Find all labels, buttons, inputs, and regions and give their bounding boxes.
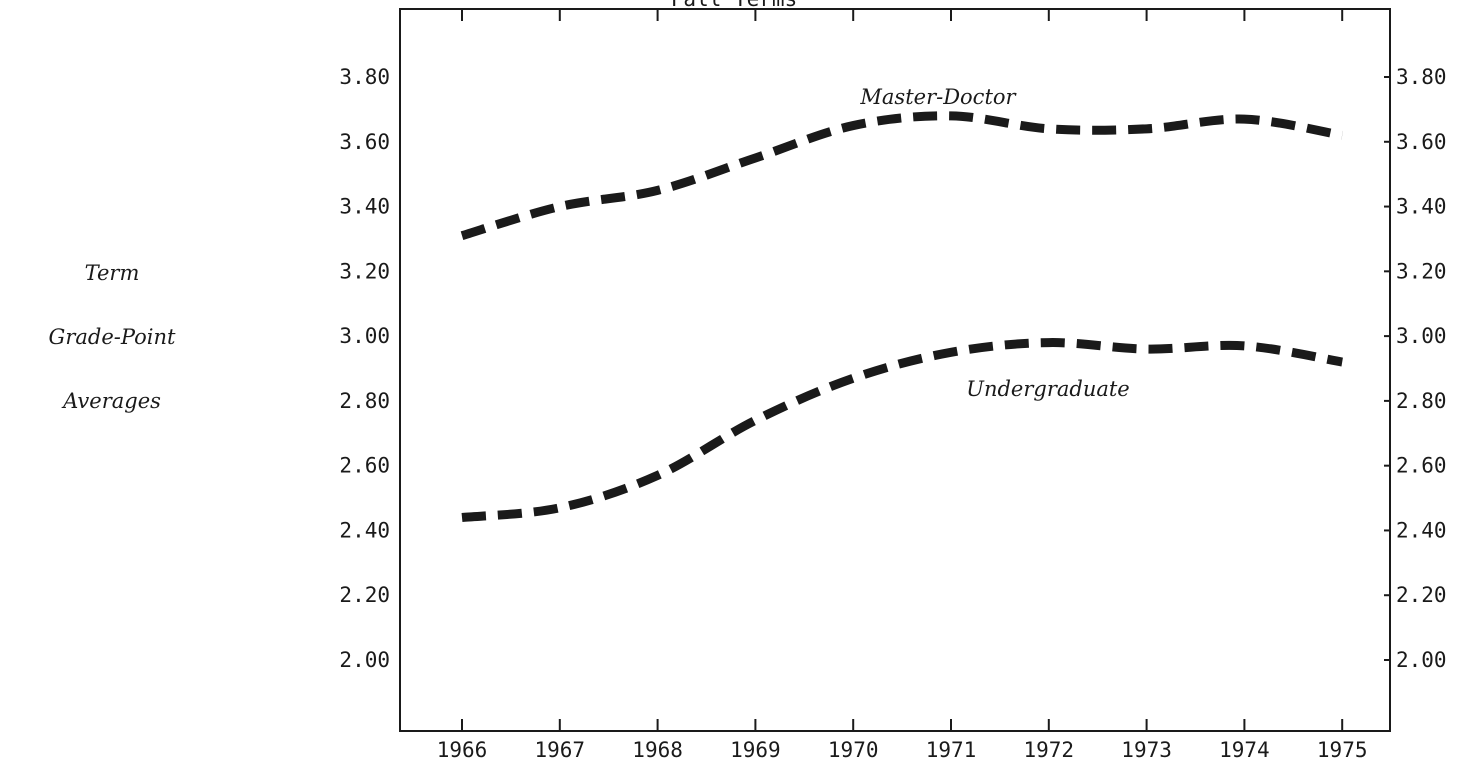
y-tick-label-right: 2.40 (1396, 518, 1447, 542)
y-tick-label-left: 3.00 (339, 324, 390, 348)
x-tick-label: 1967 (535, 738, 586, 760)
y-tick-label-right: 2.00 (1396, 648, 1447, 672)
series-line-master-doctor (460, 111, 1343, 241)
x-tick-label: 1966 (437, 738, 488, 760)
y-tick-label-left: 2.80 (339, 389, 390, 413)
y-tick-label-right: 3.40 (1396, 195, 1447, 219)
series-lines (460, 111, 1343, 522)
y-axis-left: 2.00 2.20 2.40 2.60 2.80 3.00 3.20 3.40 3.60 3.80 (339, 65, 390, 672)
x-tick-label: 1970 (828, 738, 879, 760)
y-tick-label-left: 3.60 (339, 130, 390, 154)
y-tick-label-left: 2.40 (339, 518, 390, 542)
y-tick-label-left: 2.00 (339, 648, 390, 672)
plot-area-frame (399, 8, 1391, 732)
y-tick-label-left: 2.60 (339, 454, 390, 478)
y-tick-label-right: 2.80 (1396, 389, 1447, 413)
x-tick-label: 1971 (926, 738, 977, 760)
y-axis-label-line-3: Averages (61, 389, 161, 413)
y-tick-label-right: 3.60 (1396, 130, 1447, 154)
y-tick-label-right: 2.20 (1396, 583, 1447, 607)
y-tick-label-right: 3.20 (1396, 259, 1447, 283)
y-tick-label-right: 3.00 (1396, 324, 1447, 348)
x-axis: 1966 1967 1968 1969 1970 1971 1972 1973 1974 1975 (437, 9, 1368, 760)
y-tick-label-left: 2.20 (339, 583, 390, 607)
y-tick-label-left: 3.80 (339, 65, 390, 89)
series-label-master-doctor: Master-Doctor (859, 85, 1017, 109)
y-axis-right: 2.00 2.20 2.40 2.60 2.80 3.00 3.20 3.40 3.60 3.80 (1384, 65, 1447, 672)
x-tick-label: 1974 (1219, 738, 1270, 760)
series-label-undergraduate: Undergraduate (966, 377, 1130, 401)
y-tick-label-right: 2.60 (1396, 454, 1447, 478)
y-tick-label-left: 3.20 (339, 259, 390, 283)
y-tick-label-right: 3.80 (1396, 65, 1447, 89)
y-axis-label-line-1: Term (85, 261, 140, 285)
x-tick-label: 1973 (1121, 738, 1172, 760)
series-line-undergraduate (461, 338, 1343, 522)
x-tick-label: 1968 (632, 738, 683, 760)
x-tick-label: 1969 (730, 738, 781, 760)
chart-title: Fall Terms (671, 0, 797, 11)
x-tick-label: 1972 (1024, 738, 1075, 760)
y-axis-label-line-2: Grade-Point (49, 325, 176, 349)
x-tick-label: 1975 (1317, 738, 1368, 760)
y-tick-label-left: 3.40 (339, 195, 390, 219)
